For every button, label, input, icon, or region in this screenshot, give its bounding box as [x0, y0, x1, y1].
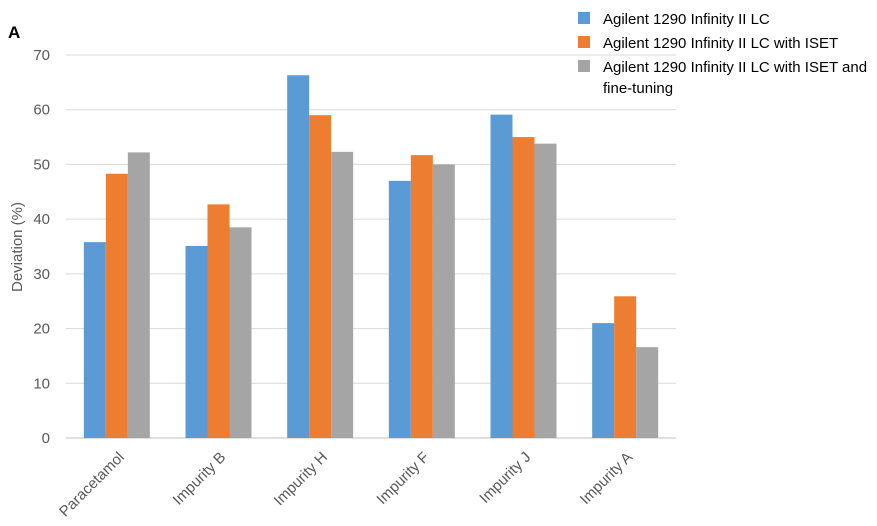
y-tick-label: 10	[33, 375, 50, 392]
x-tick-label: Impurity A	[577, 449, 636, 508]
x-tick-label: Impurity F	[373, 449, 432, 508]
bar	[105, 173, 128, 439]
bar	[207, 204, 230, 438]
panel-label: A	[8, 23, 20, 42]
x-tick-label: Impurity J	[476, 449, 534, 507]
bar	[592, 323, 615, 438]
legend-swatch	[578, 60, 590, 72]
bar	[309, 115, 332, 438]
bar	[614, 296, 637, 438]
legend: Agilent 1290 Infinity II LC Agilent 1290 …	[578, 11, 867, 97]
bar	[512, 137, 535, 439]
x-tick-label: Paracetamol	[56, 449, 128, 521]
legend-swatch	[578, 36, 590, 48]
y-tick-label: 50	[33, 156, 50, 173]
x-tick-labels: Paracetamol Impurity B Impurity H Impurity …	[56, 449, 636, 521]
y-tick-label: 20	[33, 321, 50, 338]
legend-label: Agilent 1290 Infinity II LC with ISET an…	[603, 59, 867, 97]
bar	[636, 347, 659, 438]
x-tick-label: Impurity H	[271, 449, 331, 509]
y-tick-label: 0	[42, 430, 50, 447]
y-tick-label: 70	[33, 47, 50, 64]
bar	[127, 152, 150, 439]
legend-label: Agilent 1290 Infinity II LC	[603, 11, 770, 28]
bar	[432, 164, 455, 438]
bars	[83, 75, 659, 439]
bar	[83, 242, 106, 438]
bar	[229, 227, 252, 438]
legend-label: Agilent 1290 Infinity II LC with ISET	[603, 35, 838, 52]
y-axis-label: Deviation (%)	[9, 202, 26, 292]
y-tick-labels: 0 10 20 30 40 50 60 70	[33, 47, 50, 447]
gridlines	[66, 54, 676, 439]
bar	[331, 151, 354, 438]
y-tick-label: 60	[33, 102, 50, 119]
bar	[185, 245, 208, 438]
bar	[490, 114, 513, 438]
y-tick-label: 40	[33, 211, 50, 228]
x-tick-label: Impurity B	[170, 449, 230, 509]
y-tick-label: 30	[33, 266, 50, 283]
legend-swatch	[578, 12, 590, 24]
bar	[388, 180, 411, 439]
bar	[410, 155, 433, 438]
bar	[287, 75, 310, 438]
bar	[534, 143, 557, 438]
